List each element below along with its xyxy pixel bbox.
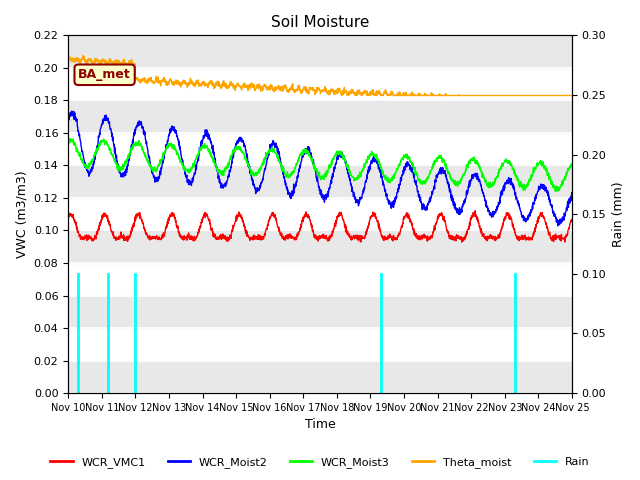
Bar bbox=[68, 166, 572, 198]
Text: BA_met: BA_met bbox=[78, 68, 131, 81]
Title: Soil Moisture: Soil Moisture bbox=[271, 15, 369, 30]
Y-axis label: Rain (mm): Rain (mm) bbox=[612, 181, 625, 247]
Bar bbox=[68, 36, 572, 68]
Bar bbox=[68, 100, 572, 133]
Bar bbox=[68, 230, 572, 263]
Bar bbox=[68, 296, 572, 328]
X-axis label: Time: Time bbox=[305, 419, 335, 432]
Legend: WCR_VMC1, WCR_Moist2, WCR_Moist3, Theta_moist, Rain: WCR_VMC1, WCR_Moist2, WCR_Moist3, Theta_… bbox=[46, 452, 594, 472]
Bar bbox=[68, 360, 572, 393]
Y-axis label: VWC (m3/m3): VWC (m3/m3) bbox=[15, 170, 28, 258]
